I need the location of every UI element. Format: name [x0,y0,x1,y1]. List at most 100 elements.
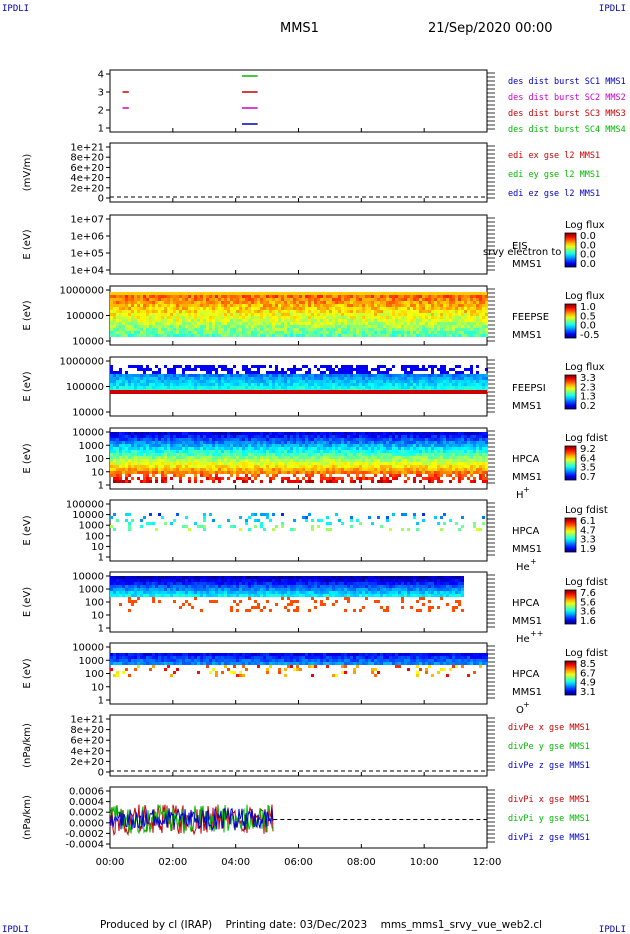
spectrogram-cell [317,316,320,319]
spectrogram-cell [110,386,113,389]
spectrogram-cell [386,304,389,307]
spectrogram-cell [239,441,242,444]
spectrogram-cell [254,322,257,325]
spectrogram-cell [431,438,434,441]
spectrogram-cell [200,313,203,316]
spectrogram-cell [281,435,284,438]
spectrogram-cell [368,462,371,465]
spectrogram-cell [272,477,275,480]
spectrogram-cell [455,444,458,447]
spectrogram-cell [410,328,413,331]
spectrogram-cell [410,441,413,444]
spectrogram-cell [143,298,146,301]
spectrogram-cell [149,316,152,319]
spectrogram-cell [464,307,467,310]
spectrogram-cell [209,459,212,462]
spectrogram-cell [395,444,398,447]
spectrogram-cell [137,438,140,441]
spectrogram-cell [119,304,122,307]
spectrogram-cell [134,462,137,465]
spectrogram-cell [278,453,281,456]
spectrogram-cell [194,368,197,371]
spectrogram-cell [137,325,140,328]
spectrogram-cell [143,322,146,325]
spectrogram-cell [326,450,329,453]
spectrogram-cell [383,459,386,462]
spectrogram-cell [446,374,449,377]
spectrogram-cell [308,474,311,477]
spectrogram-cell [263,432,266,435]
spectrogram-cell [419,468,422,471]
spectrogram-cell [485,368,488,371]
spectrogram-cell [329,441,332,444]
spectrogram-cell [164,331,167,334]
spectrogram-cell [299,453,302,456]
spectrogram-cell [284,462,287,465]
spectrogram-cell [479,319,482,322]
spectrogram-cell [461,462,464,465]
spectrogram-cell [143,325,146,328]
spectrogram-cell [347,365,350,368]
spectrogram-cell [371,307,374,310]
spectrogram-cell [167,441,170,444]
spectrogram-cell [410,304,413,307]
spectrogram-cell [470,453,473,456]
spectrogram-cell [407,365,410,368]
spectrogram-cell [440,298,443,301]
spectrogram-cell [152,319,155,322]
spectrogram-cell [122,450,125,453]
spectrogram-cell [119,474,122,477]
spectrogram-cell [425,468,428,471]
spectrogram-cell [116,453,119,456]
spectrogram-cell [128,295,131,298]
spectrogram-cell [383,334,386,337]
spectrogram-cell [443,459,446,462]
spectrogram-cell [161,307,164,310]
spectrogram-cell [437,459,440,462]
spectrogram-cell [362,374,365,377]
spectrogram-cell [356,365,359,368]
spectrogram-cell [227,298,230,301]
spectrogram-cell [170,462,173,465]
spectrogram-cell [467,383,470,386]
spectrogram-cell [128,298,131,301]
spectrogram-cell [233,459,236,462]
spectrogram-cell [311,471,314,474]
spectrogram-cell [323,465,326,468]
spectrogram-cell [179,453,182,456]
spectrogram-cell [254,456,257,459]
spectrogram-cell [428,468,431,471]
spectrogram-cell [203,447,206,450]
spectrogram-cell [131,453,134,456]
spectrogram-cell [206,371,209,374]
spectrogram-cell [170,447,173,450]
spectrogram-cell [356,325,359,328]
spectrogram-cell [377,444,380,447]
spectrogram-cell [281,368,284,371]
spectrogram-cell [152,383,155,386]
spectrogram-cell [218,331,221,334]
spectrogram-cell [407,471,410,474]
spectrogram-cell [260,444,263,447]
spectrogram-cell [233,365,236,368]
spectrogram-cell [428,319,431,322]
spectrogram-cell [218,307,221,310]
spectrogram-cell [353,301,356,304]
spectrogram-cell [320,450,323,453]
spectrogram-cell [290,328,293,331]
spectrogram-cell [329,386,332,389]
spectrogram-cell [260,365,263,368]
spectrogram-cell [401,386,404,389]
spectrogram-cell [290,432,293,435]
spectrogram-cell [368,377,371,380]
spectrogram-cell [401,456,404,459]
spectrogram-cell [347,334,350,337]
spectrogram-cell [233,319,236,322]
spectrogram-cell [152,380,155,383]
spectrogram-cell [317,435,320,438]
spectrogram-cell [218,365,221,368]
spectrogram-cell [149,319,152,322]
spectrogram-cell [152,328,155,331]
spectrogram-cell [236,328,239,331]
spectrogram-cell [464,444,467,447]
